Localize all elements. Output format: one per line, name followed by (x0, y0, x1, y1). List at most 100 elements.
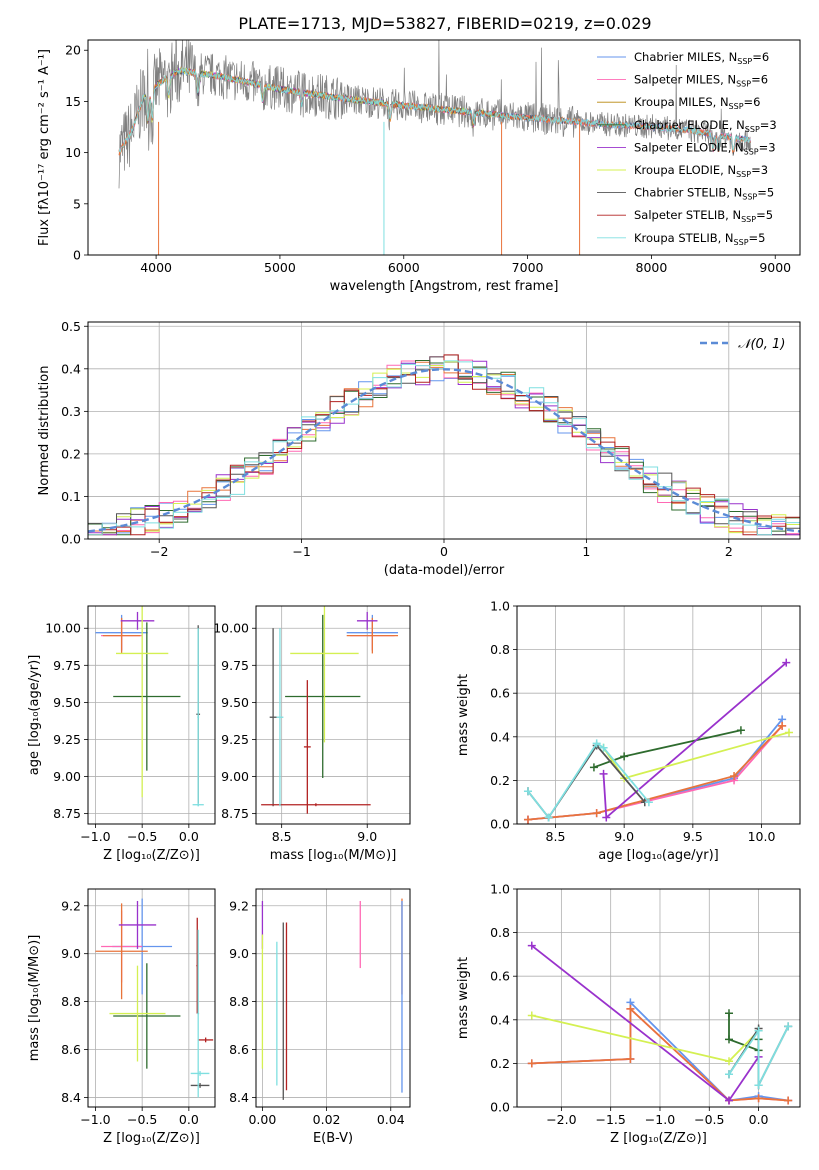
x-axis-label: Z [log₁₀(Z/Z⊙)] (103, 848, 200, 863)
weight-marker (527, 1059, 536, 1068)
weight-marker (754, 1026, 763, 1035)
y-tick-label: 9.50 (221, 695, 249, 710)
x-axis-label: E(B-V) (313, 1131, 353, 1146)
weight-marker (736, 726, 745, 735)
y-tick-label: 8.8 (61, 994, 81, 1009)
y-tick-label: 9.2 (229, 898, 249, 913)
panel-age_vs_mass: 8.5 9.0 8.75 9.00 9.25 9.50 9.75 10.00 mass [log… (213, 605, 411, 863)
legend-entry: Kroupa STELIB, NSSP=5 (634, 231, 765, 247)
y-tick-label: 9.25 (221, 732, 249, 747)
x-tick-label: −1.0 (80, 829, 110, 844)
axes-frame (87, 39, 801, 256)
y-tick-label: 0.0 (490, 817, 510, 832)
x-tick-label: 0 (440, 544, 448, 559)
legend-entry: Kroupa ELODIE, NSSP=3 (634, 163, 768, 179)
weight-marker (778, 721, 787, 730)
y-tick-label: 9.50 (53, 695, 81, 710)
y-tick-label: 0.2 (61, 446, 81, 461)
legend-entry: Salpeter STELIB, NSSP=5 (634, 208, 773, 224)
weight-marker (730, 772, 739, 781)
x-tick-label: −0.5 (127, 829, 157, 844)
errorbar-point (109, 965, 166, 1062)
x-tick-label: −1.0 (645, 1112, 675, 1127)
x-tick-label: 8000 (636, 260, 668, 275)
weight-marker (644, 798, 653, 807)
y-axis-label: mass [log₁₀(M/M⊙)] (27, 935, 42, 1062)
y-tick-label: 9.00 (53, 769, 81, 784)
errorbar-point (269, 628, 277, 807)
errorbar-point (118, 900, 157, 949)
x-tick-label: 8.5 (546, 829, 566, 844)
spectrum-legend: Chabrier MILES, NSSP=6 Salpeter MILES, NS… (597, 50, 777, 247)
plot-area-spectrum (118, 40, 751, 255)
x-tick-label: 0.0 (179, 1112, 199, 1127)
y-tick-label: 8.6 (61, 1042, 81, 1057)
y-tick-label: 0.8 (490, 925, 510, 940)
legend-entry: Chabrier STELIB, NSSP=5 (634, 186, 774, 202)
panel-residuals: −2 −1 0 1 2 0.0 0.1 0.2 0.3 0.4 0.5 (data-model)/er… (37, 319, 801, 578)
errorbar-point (276, 628, 284, 807)
x-tick-label: −1 (292, 544, 310, 559)
x-tick-label: −2 (150, 544, 168, 559)
x-axis-label: Z [log₁₀(Z/Z⊙)] (610, 1131, 707, 1146)
x-tick-label: −0.5 (694, 1112, 724, 1127)
weight-series (523, 739, 653, 822)
weight-line (728, 1025, 790, 1086)
y-tick-label: 9.75 (53, 658, 81, 673)
errorbar-point (95, 903, 148, 1000)
x-axis-label: Z [log₁₀(Z/Z⊙)] (103, 1131, 200, 1146)
y-tick-label: 1.0 (490, 882, 510, 897)
x-axis-label: age [log₁₀(age/yr)] (598, 848, 719, 863)
weight-marker (626, 1004, 635, 1013)
weight-line (527, 725, 783, 821)
model-spectrum-line (118, 66, 751, 153)
errorbar-point (116, 606, 169, 798)
plot-area-mass_weight_vs_age (523, 658, 794, 824)
y-tick-label: 9.25 (53, 732, 81, 747)
weight-marker (754, 1094, 763, 1103)
y-tick-label: 0.5 (61, 319, 81, 334)
errorbar-point (102, 617, 141, 654)
x-tick-label: 0.04 (377, 1112, 405, 1127)
weight-marker (725, 1096, 734, 1105)
residual-histogram (88, 362, 800, 536)
y-tick-label: 0.3 (61, 404, 81, 419)
x-tick-label: 6000 (388, 260, 420, 275)
plot-area-mass_weight_vs_Z (527, 941, 793, 1105)
errorbar-point (356, 611, 378, 630)
weight-marker (523, 815, 532, 824)
panel-mass_weight_vs_Z: −2.0 −1.5 −1.0 −0.5 0.0 0.0 0.2 0.4 0.6 0.8 1.0 Z [… (456, 882, 801, 1146)
weight-line (531, 1006, 789, 1102)
y-tick-label: 8.8 (229, 994, 249, 1009)
x-tick-label: 9.5 (683, 829, 703, 844)
axes-frame (255, 605, 411, 825)
y-tick-label: 1.0 (490, 599, 510, 614)
y-tick-label: 0.6 (490, 686, 510, 701)
y-tick-label: 9.2 (61, 898, 81, 913)
y-tick-label: 15 (65, 94, 81, 109)
y-axis-label: mass weight (456, 957, 471, 1039)
errorbar-point (120, 611, 155, 630)
y-tick-label: 0.2 (490, 773, 510, 788)
weight-marker (725, 1070, 734, 1079)
y-axis-label: mass weight (456, 674, 471, 756)
x-tick-label: −2.0 (546, 1112, 576, 1127)
y-tick-label: 0.0 (61, 532, 81, 547)
x-tick-label: 10.0 (748, 829, 776, 844)
plot-area-residuals (88, 354, 800, 536)
model-spectrum-line (118, 66, 751, 156)
errorbar-point (197, 628, 200, 807)
y-tick-label: 20 (65, 43, 81, 58)
figure-title: PLATE=1713, MJD=53827, FIBERID=0219, z=0… (238, 14, 651, 33)
weight-marker (784, 1022, 793, 1031)
weight-marker (782, 658, 791, 667)
x-tick-label: 2 (725, 544, 733, 559)
weight-marker (527, 1011, 536, 1020)
weight-marker (544, 813, 553, 822)
x-tick-label: 9.0 (614, 829, 634, 844)
errorbar-point (190, 1083, 210, 1088)
y-tick-label: 9.75 (221, 658, 249, 673)
y-tick-label: 0.8 (490, 642, 510, 657)
plot-area-mass_vs_Z (95, 898, 214, 1098)
plots-layer: 4000 5000 6000 7000 8000 900005101520waveleng… (27, 39, 801, 1146)
